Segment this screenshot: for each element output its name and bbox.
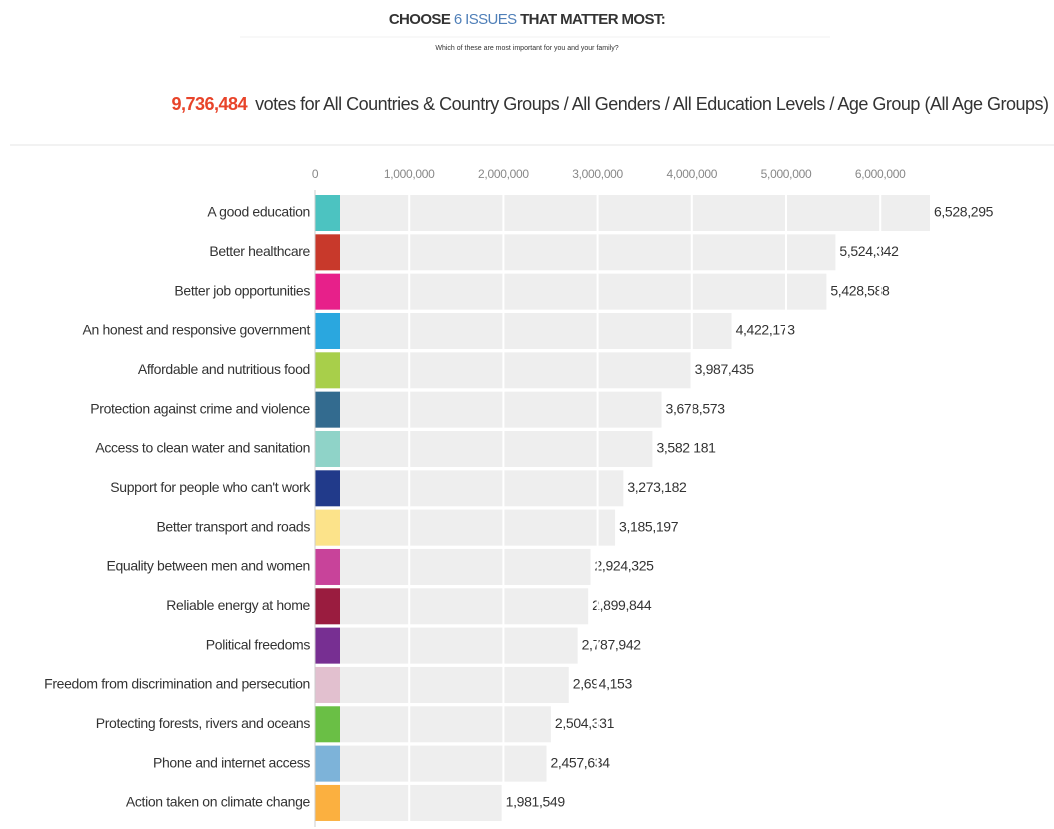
bar — [315, 745, 547, 782]
bar — [315, 627, 578, 664]
x-tick-label: 1,000,000 — [384, 167, 435, 181]
category-label: Freedom from discrimination and persecut… — [44, 676, 310, 692]
bar-color-key — [315, 391, 340, 428]
value-label: 1,981,549 — [506, 794, 566, 810]
value-label: 3,678,573 — [666, 400, 726, 416]
bar — [315, 588, 589, 625]
value-label: 2,694,153 — [573, 676, 633, 692]
bar — [315, 430, 653, 467]
value-label: 6,528,295 — [934, 204, 994, 220]
votes-text: votes for All Countries & Country Groups… — [255, 94, 1048, 114]
x-tick-label: 3,000,000 — [572, 167, 623, 181]
category-label: An honest and responsive government — [83, 322, 311, 338]
bar-color-key — [315, 784, 340, 821]
x-tick-label: 0 — [312, 167, 319, 181]
bar-color-key — [315, 352, 340, 389]
value-label: 3,185,197 — [619, 518, 679, 534]
value-label: 2,899,844 — [592, 597, 652, 613]
bar-color-key — [315, 706, 340, 743]
value-label: 5,428,588 — [830, 282, 890, 298]
category-label: Reliable energy at home — [166, 597, 310, 613]
bar — [315, 509, 616, 546]
subtitle: Which of these are most important for yo… — [435, 45, 618, 52]
x-tick-label: 2,000,000 — [478, 167, 529, 181]
category-label: A good education — [207, 204, 310, 220]
bar — [315, 391, 662, 428]
bar — [315, 548, 591, 585]
x-tick-label: 6,000,000 — [855, 167, 906, 181]
total-votes: 9,736,484 — [172, 94, 248, 114]
value-label: 5,524,342 — [839, 243, 899, 259]
category-label: Equality between men and women — [106, 558, 310, 574]
category-label: Better job opportunities — [174, 282, 310, 298]
bar-color-key — [315, 627, 340, 664]
category-label: Support for people who can't work — [110, 479, 311, 495]
value-label: 2,924,325 — [594, 558, 654, 574]
category-label: Phone and internet access — [153, 754, 310, 770]
value-label: 3,582,181 — [656, 440, 716, 456]
value-label: 3,987,435 — [695, 361, 755, 377]
category-label: Action taken on climate change — [126, 794, 311, 810]
bar-color-key — [315, 548, 340, 585]
votes-line: 9,736,484 votes for All Countries & Count… — [172, 94, 1049, 114]
bar — [315, 234, 836, 271]
bar — [315, 195, 930, 231]
bar — [315, 273, 827, 310]
x-tick-label: 5,000,000 — [761, 167, 812, 181]
chart-title: CHOOSE 6 ISSUES THAT MATTER MOST: — [389, 11, 665, 28]
bar-color-key — [315, 588, 340, 625]
bar-color-key — [315, 509, 340, 546]
value-label: 2,504,331 — [555, 715, 615, 731]
value-label: 4,422,173 — [736, 322, 796, 338]
bar — [315, 470, 624, 507]
bar — [315, 706, 551, 743]
category-label: Protection against crime and violence — [90, 400, 310, 416]
bar-color-key — [315, 470, 340, 507]
category-label: Access to clean water and sanitation — [95, 440, 310, 456]
bar-color-key — [315, 666, 340, 703]
category-label: Affordable and nutritious food — [138, 361, 310, 377]
bar-color-key — [315, 430, 340, 467]
value-label: 2,787,942 — [582, 636, 642, 652]
value-label: 2,457,634 — [551, 754, 611, 770]
category-label: Better transport and roads — [156, 518, 310, 534]
category-label: Protecting forests, rivers and oceans — [96, 715, 311, 731]
title-part: CHOOSE — [389, 11, 454, 28]
bar-color-key — [315, 312, 340, 349]
category-label: Political freedoms — [206, 636, 311, 652]
bar-color-key — [315, 273, 340, 310]
bar — [315, 666, 569, 703]
title-highlight: 6 ISSUES — [454, 11, 517, 28]
value-label: 3,273,182 — [627, 479, 687, 495]
x-tick-label: 4,000,000 — [666, 167, 717, 181]
category-label: Better healthcare — [209, 243, 310, 259]
bar — [315, 312, 732, 349]
bar-color-key — [315, 745, 340, 782]
title-part: THAT MATTER MOST: — [517, 11, 666, 28]
bar-color-key — [315, 195, 340, 231]
bar-color-key — [315, 234, 340, 271]
